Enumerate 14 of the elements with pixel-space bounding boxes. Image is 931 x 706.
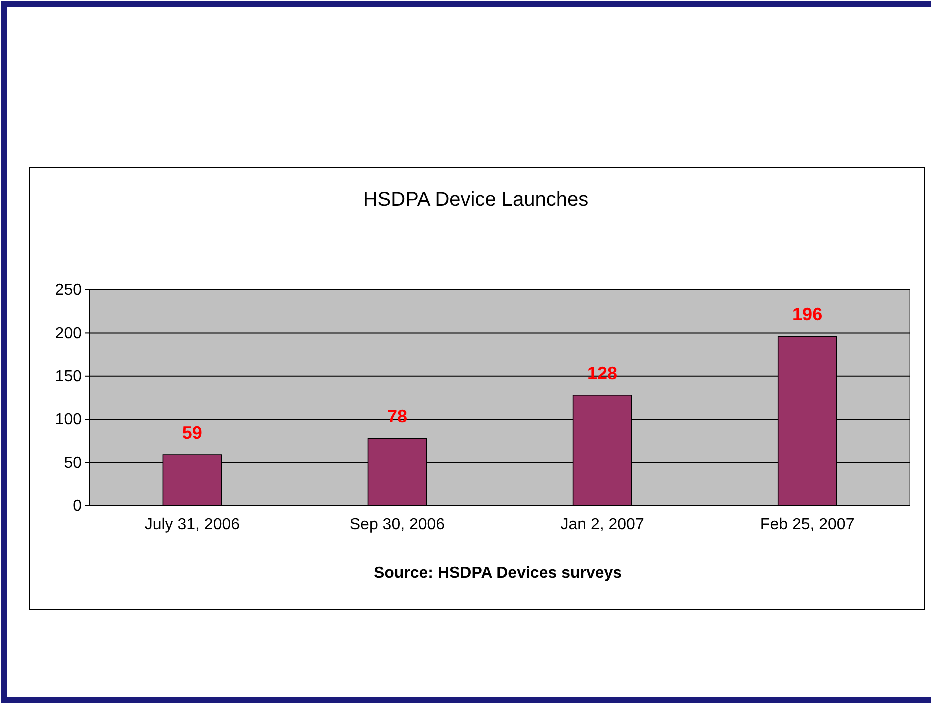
- y-tick-label: 0: [73, 498, 82, 516]
- data-label: 59: [182, 423, 202, 444]
- y-tick-label: 100: [55, 412, 82, 429]
- source-note: Source: HSDPA Devices surveys: [374, 565, 622, 582]
- y-tick-label: 250: [55, 282, 82, 300]
- y-tick-label: 150: [55, 368, 82, 386]
- chart-title: HSDPA Device Launches: [363, 189, 589, 211]
- x-tick-label: Feb 25, 2007: [760, 516, 855, 534]
- x-tick-label: July 31, 2006: [144, 516, 240, 534]
- y-tick-label: 200: [55, 325, 82, 342]
- data-label: 196: [792, 304, 823, 325]
- x-tick-label: Jan 2, 2007: [560, 516, 644, 534]
- x-tick-label: Sep 30, 2006: [350, 516, 446, 534]
- y-tick-label: 50: [64, 454, 82, 472]
